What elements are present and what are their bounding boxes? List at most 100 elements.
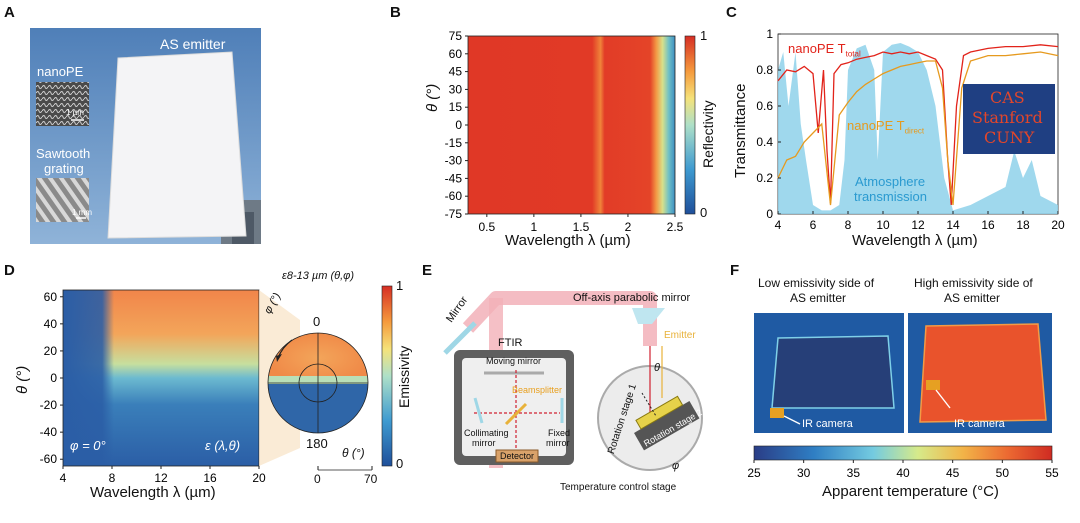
f-tick-label: 50 (996, 466, 1010, 480)
ftir-label: FTIR (498, 337, 523, 349)
c-xtick-label: 16 (981, 218, 995, 232)
c-ytick-label: 1 (766, 27, 773, 41)
b-xtick-label: 1 (531, 220, 538, 234)
b-xtick-label: 2.5 (667, 220, 684, 234)
f-xlabel: Apparent temperature (°C) (822, 483, 999, 500)
stage-2-block (634, 401, 700, 451)
f-tick-label: 35 (847, 466, 861, 480)
legend-direct: nanoPE Tdirect (847, 118, 925, 136)
c-xtick-label: 14 (946, 218, 960, 232)
t-total-series (777, 44, 1059, 206)
low-side-label-1: Low emissivity side of (758, 276, 875, 290)
polar-theta: θ (°) (342, 446, 365, 460)
as-emitter-film (107, 51, 247, 239)
d-ylabel: θ (°) (14, 365, 31, 394)
polar-t0: 0 (314, 472, 321, 486)
d-ytick-label: 40 (44, 317, 58, 331)
fixed-label-1: Fixed (548, 428, 571, 438)
parabolic-mirror (632, 308, 665, 324)
polar-t70: 70 (364, 472, 378, 486)
b-ytick-label: -15 (445, 136, 463, 150)
d-xtick-label: 16 (203, 471, 217, 485)
cas-stanford-cuny-logo (963, 84, 1055, 154)
panel-e-label: E (422, 262, 433, 279)
b-ytick-label: 30 (449, 82, 463, 96)
b-ylabel: θ (°) (424, 83, 441, 112)
legend-total-sub: total (845, 49, 861, 59)
detector-label: Detector (500, 451, 535, 461)
b-ytick-label: 60 (449, 47, 463, 61)
ir-camera-label-left: IR camera (802, 418, 853, 430)
t-direct-series (777, 51, 1059, 206)
atmosphere-series (778, 43, 1058, 214)
ir-camera-icon-right (926, 380, 940, 390)
d-xtick-label: 4 (60, 471, 67, 485)
d-xtick-label: 8 (109, 471, 116, 485)
nanope-label: nanoPE (37, 64, 84, 79)
d-cbar-max: 1 (396, 278, 404, 293)
sawtooth-label-2: grating (44, 161, 84, 176)
f-tick-label: 55 (1045, 466, 1059, 480)
b-xtick-label: 2 (625, 220, 632, 234)
panel-b-heatmap: 75 60 45 30 15 0 -15 -30 -45 -60 -75 0.5 1 1.5 2 2.5 (445, 29, 696, 234)
atmosphere-label-2: transmission (854, 189, 927, 204)
polar-top: 0 (313, 314, 321, 329)
b-cbar-min: 0 (700, 205, 708, 220)
logo-line-3: CUNY (984, 128, 1035, 147)
c-xtick-label: 4 (775, 218, 782, 232)
panel-c: C 0 0.2 0.4 0.6 0.8 1 4 6 8 10 12 14 16 18 20 Transmi… (722, 0, 1080, 255)
d-ytick-label: 20 (44, 344, 58, 358)
b-cbar-label: Reflectivity (700, 100, 716, 168)
collimating-label-2: mirror (472, 438, 496, 448)
c-xtick-label: 8 (845, 218, 852, 232)
ir-camera-icon-left (770, 408, 784, 418)
b-ytick-label: 0 (455, 118, 462, 132)
beamsplitter-label: Beamsplitter (512, 385, 563, 395)
c-xtick-label: 20 (1051, 218, 1065, 232)
eps-label: ε (λ,θ) (205, 438, 241, 453)
f-tick-label: 45 (946, 466, 960, 480)
d-cbar-label: Emissivity (396, 345, 412, 408)
panel-b-label: B (390, 4, 401, 21)
c-ytick-label: 0.2 (756, 171, 773, 185)
c-xtick-label: 18 (1016, 218, 1030, 232)
b-ytick-label: 75 (449, 29, 463, 43)
d-ytick-label: -20 (40, 398, 58, 412)
panel-d-chart: 60 40 20 0 -20 -40 -60 4 8 12 16 20 (40, 285, 393, 485)
b-ytick-label: -30 (445, 154, 463, 168)
d-xtick-label: 20 (252, 471, 266, 485)
panel-e: E Mirror Off-axis parabolic mirror FTIR … (420, 258, 730, 523)
panel-c-label: C (726, 4, 737, 21)
atmosphere-label-1: Atmosphere (855, 174, 926, 189)
temperature-colorbar (753, 445, 1053, 461)
panel-a-label: A (4, 4, 15, 21)
panel-a: A AS emitter nanoPE 1 µm Sawtooth grat (0, 0, 262, 255)
d-ytick-label: -40 (40, 425, 58, 439)
b-xlabel: Wavelength λ (µm) (505, 232, 631, 249)
parabolic-label: Off-axis parabolic mirror (573, 292, 691, 304)
legend-direct-sub: direct (904, 126, 925, 136)
c-ylabel: Transmittance (732, 83, 749, 178)
c-xtick-label: 6 (810, 218, 817, 232)
f-tick-label: 40 (896, 466, 910, 480)
sawtooth-scale: 1 mm (72, 208, 92, 217)
panel-f: F Low emissivity side of AS emitter High… (730, 258, 1080, 523)
ir-camera-label-right: IR camera (954, 418, 1005, 430)
b-xtick-label: 0.5 (478, 220, 495, 234)
low-side-label-2: AS emitter (790, 291, 847, 305)
panel-f-label: F (730, 262, 740, 279)
d-xlabel: Wavelength λ (µm) (90, 484, 216, 501)
d-ytick-label: 60 (44, 290, 58, 304)
d-ytick-label: 0 (50, 371, 57, 385)
c-ytick-label: 0 (766, 207, 773, 221)
b-ytick-label: -45 (445, 171, 463, 185)
moving-mirror-label: Moving mirror (486, 356, 542, 366)
panel-a-photo (30, 28, 261, 244)
b-ytick-label: -60 (445, 189, 463, 203)
f-tick-label: 25 (747, 466, 761, 480)
nanope-inset (36, 82, 89, 126)
panel-c-chart: 0 0.2 0.4 0.6 0.8 1 4 6 8 10 12 14 16 18 20 (756, 27, 1065, 232)
temp-stage-label: Temperature control stage (560, 482, 677, 493)
polar-bottom: 180 (306, 436, 328, 451)
logo-line-2: Stanford (972, 108, 1043, 127)
